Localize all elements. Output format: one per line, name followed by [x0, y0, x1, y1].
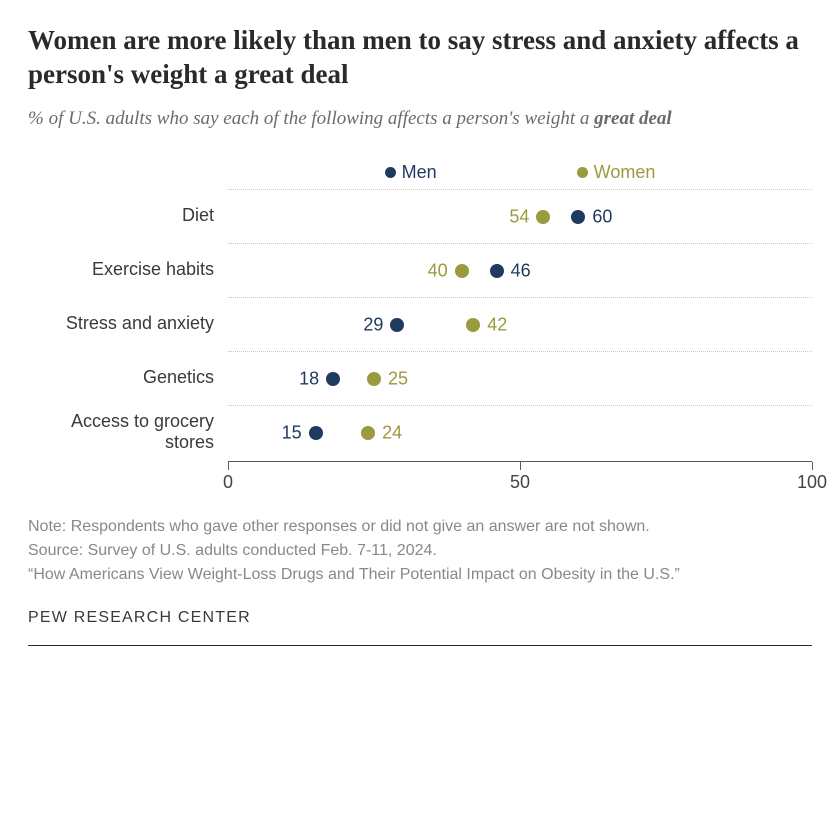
women-value-label: 40 — [428, 260, 448, 281]
category-labels-column: DietExercise habitsStress and anxietyGen… — [28, 155, 228, 503]
plot-area: MenWomen60544640294218251524050100 — [228, 155, 812, 503]
men-dot — [309, 426, 323, 440]
chart-row: 29 42 — [228, 297, 812, 351]
axis-tick — [520, 462, 521, 470]
women-dot — [361, 426, 375, 440]
category-label: Genetics — [28, 351, 228, 405]
women-dot — [455, 264, 469, 278]
axis-tick-label: 0 — [223, 472, 233, 493]
women-dot — [367, 372, 381, 386]
men-value-label: 15 — [282, 422, 302, 443]
women-value-label: 25 — [388, 368, 408, 389]
category-label: Exercise habits — [28, 243, 228, 297]
category-label: Access to grocery stores — [28, 405, 228, 459]
men-value-label: 29 — [363, 314, 383, 335]
women-dot — [536, 210, 550, 224]
women-legend-dot — [577, 167, 588, 178]
men-value-label: 60 — [592, 206, 612, 227]
men-legend-dot — [385, 167, 396, 178]
women-value-label: 24 — [382, 422, 402, 443]
men-value-label: 18 — [299, 368, 319, 389]
category-label: Diet — [28, 189, 228, 243]
legend: Men Women — [228, 155, 812, 189]
chart-row: 1524 — [228, 405, 812, 459]
note-line: “How Americans View Weight-Loss Drugs an… — [28, 563, 812, 587]
women-dot — [466, 318, 480, 332]
chart-row: 60 54 — [228, 189, 812, 243]
x-axis: 050100 — [228, 461, 812, 503]
chart-notes: Note: Respondents who gave other respons… — [28, 515, 812, 587]
note-line: Source: Survey of U.S. adults conducted … — [28, 539, 812, 563]
axis-tick — [812, 462, 813, 470]
men-value-label: 46 — [511, 260, 531, 281]
chart-title: Women are more likely than men to say st… — [28, 24, 812, 92]
category-label: Stress and anxiety — [28, 297, 228, 351]
chart-row: 46 40 — [228, 243, 812, 297]
chart-subtitle: % of U.S. adults who say each of the fol… — [28, 106, 812, 132]
axis-tick — [228, 462, 229, 470]
subtitle-emphasis: great deal — [594, 108, 672, 129]
bottom-rule — [28, 645, 812, 646]
dot-plot-chart: DietExercise habitsStress and anxietyGen… — [28, 155, 812, 503]
men-dot — [490, 264, 504, 278]
women-value-label: 54 — [509, 206, 529, 227]
men-dot — [571, 210, 585, 224]
women-legend-label: Women — [594, 162, 656, 183]
chart-row: 1825 — [228, 351, 812, 405]
men-legend-label: Men — [402, 162, 437, 183]
axis-tick-label: 50 — [510, 472, 530, 493]
note-line: Note: Respondents who gave other respons… — [28, 515, 812, 539]
legend-item-men: Men — [385, 162, 437, 183]
women-value-label: 42 — [487, 314, 507, 335]
subtitle-text: % of U.S. adults who say each of the fol… — [28, 108, 594, 129]
men-dot — [390, 318, 404, 332]
men-dot — [326, 372, 340, 386]
axis-tick-label: 100 — [797, 472, 827, 493]
brand-footer: PEW RESEARCH CENTER — [28, 609, 812, 627]
legend-item-women: Women — [577, 162, 656, 183]
